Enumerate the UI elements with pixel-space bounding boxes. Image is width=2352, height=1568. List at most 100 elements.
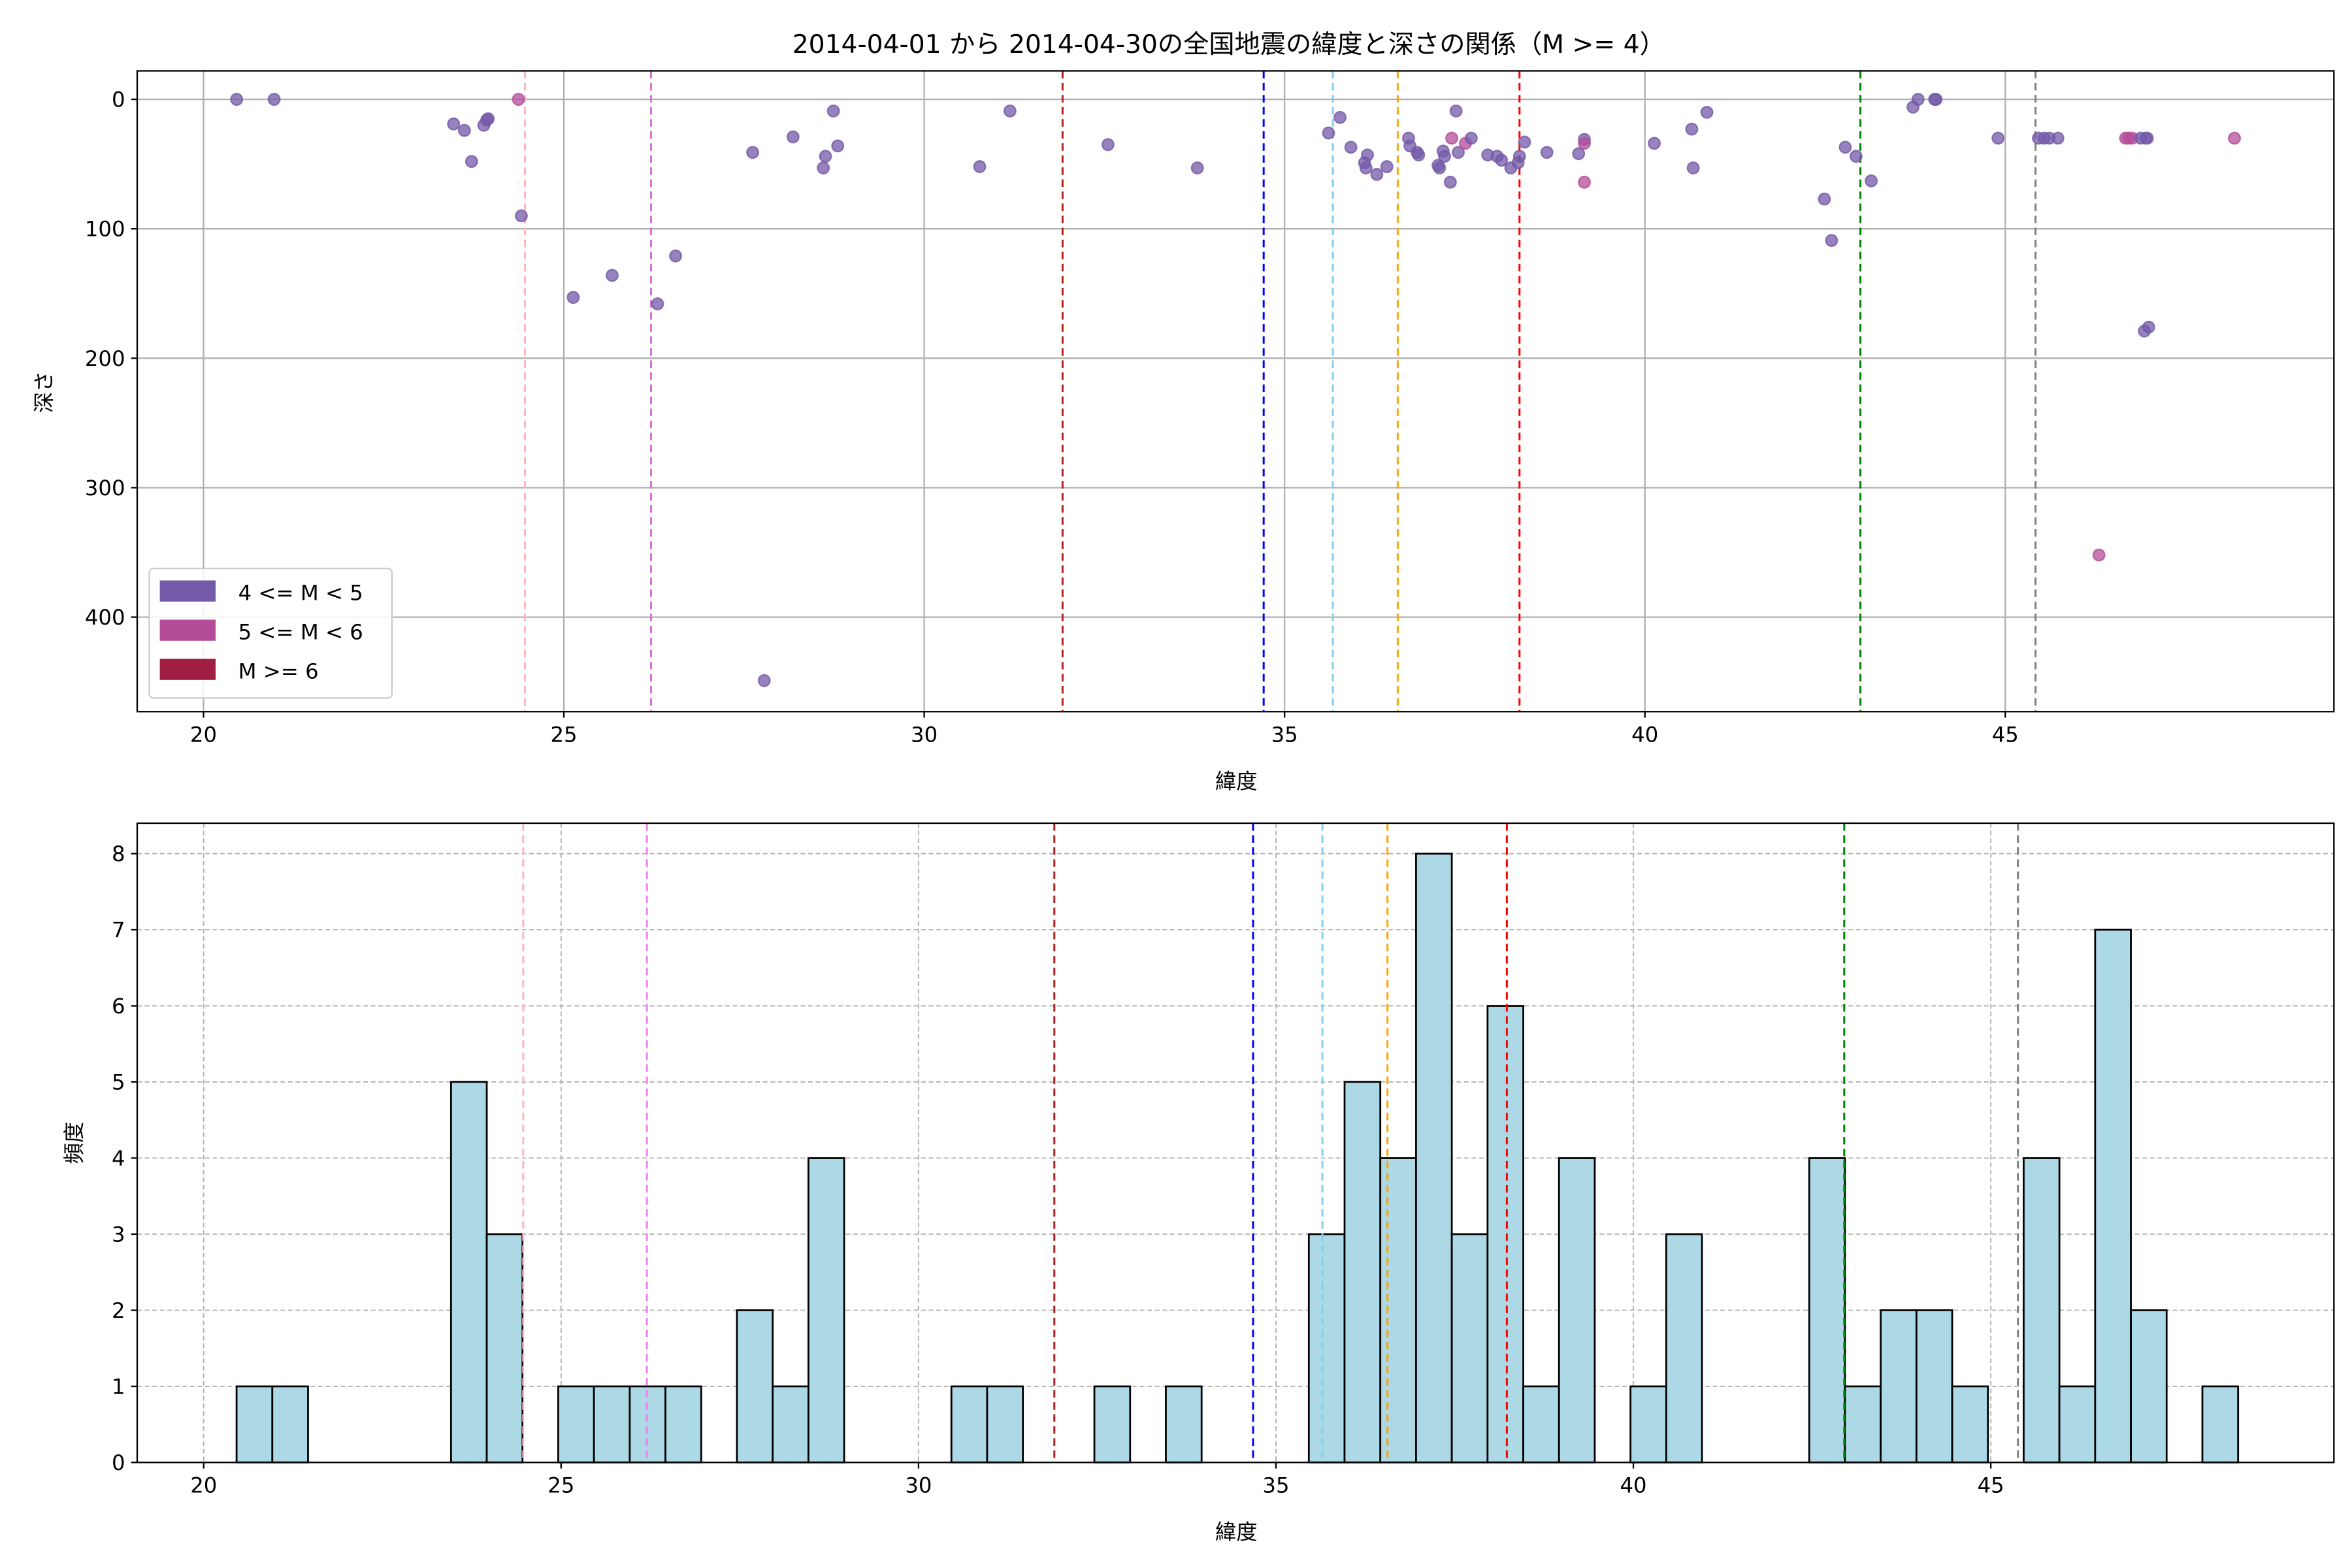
y-tick-label: 0 (112, 88, 125, 112)
data-point (1825, 234, 1838, 247)
data-point (1443, 175, 1457, 189)
data-point (230, 93, 244, 106)
legend-label: 5 <= M < 6 (238, 619, 363, 644)
y-tick-label: 400 (85, 605, 125, 630)
x-tick-label: 40 (1620, 1473, 1646, 1498)
histogram-bar (1450, 1233, 1489, 1463)
histogram-bar (1486, 1005, 1524, 1463)
histogram-ylabel: 頻度 (62, 1122, 87, 1164)
x-tick-label: 40 (1631, 722, 1658, 747)
legend-swatch (159, 619, 216, 641)
data-point (746, 146, 759, 159)
x-tick-label: 35 (1271, 722, 1298, 747)
data-point (1370, 168, 1384, 181)
histogram-bar (2058, 1385, 2097, 1463)
data-point (1452, 146, 1465, 159)
scatter-xlabel: 緯度 (1215, 769, 1258, 794)
data-point (482, 112, 495, 125)
axes-frame (136, 822, 2335, 1463)
histogram-bar (557, 1385, 595, 1463)
y-tick-label: 3 (112, 1222, 125, 1247)
data-point (1333, 110, 1347, 124)
histogram-bar (1522, 1385, 1560, 1463)
y-tick-label: 5 (112, 1070, 125, 1095)
data-point (1495, 154, 1509, 167)
data-point (1464, 131, 1478, 145)
histogram-bar (1665, 1233, 1703, 1463)
data-point (651, 297, 664, 311)
histogram-xlabel: 緯度 (1215, 1520, 1258, 1544)
data-point (1003, 104, 1017, 118)
data-point (819, 150, 832, 163)
legend-label: M >= 6 (238, 659, 319, 683)
data-point (1911, 93, 1925, 106)
data-point (447, 117, 461, 131)
scatter-ylabel: 深さ (31, 371, 56, 414)
histogram-bar (1379, 1157, 1417, 1463)
histogram-bar (950, 1385, 988, 1463)
histogram-bar (1307, 1233, 1346, 1463)
data-point (457, 123, 471, 137)
data-point (1578, 175, 1591, 189)
data-point (2092, 548, 2106, 562)
histogram-bar (2023, 1157, 2061, 1463)
histogram-bar (1093, 1385, 1132, 1463)
data-point (1322, 126, 1335, 140)
histogram-bar (2094, 928, 2132, 1463)
data-point (1540, 146, 1554, 159)
legend-label: 4 <= M < 5 (238, 580, 363, 605)
histogram-bar (271, 1385, 309, 1463)
histogram-bar (2130, 1309, 2168, 1463)
histogram-bar (1165, 1385, 1203, 1463)
histogram-bar (1808, 1157, 1846, 1463)
data-point (1700, 105, 1714, 119)
histogram-bar (772, 1385, 809, 1463)
data-point (1991, 131, 2005, 145)
data-point (669, 249, 682, 263)
data-point (1361, 148, 1374, 162)
y-tick-label: 100 (85, 217, 125, 242)
data-point (1380, 160, 1394, 174)
histogram-bar (2201, 1385, 2240, 1463)
y-tick-label: 300 (85, 476, 125, 500)
data-point (831, 139, 845, 153)
data-point (1359, 161, 1373, 174)
data-point (786, 130, 800, 144)
legend-swatch (159, 580, 216, 602)
data-point (1648, 137, 1661, 150)
y-tick-label: 8 (112, 841, 125, 866)
data-point (757, 674, 771, 687)
data-point (1449, 104, 1463, 118)
histogram-bar (1951, 1385, 1989, 1463)
data-point (826, 104, 840, 118)
data-point (1518, 135, 1531, 149)
histogram-bar (235, 1385, 274, 1463)
x-tick-label: 35 (1262, 1473, 1289, 1498)
data-point (1572, 147, 1586, 161)
data-point (1412, 148, 1426, 162)
legend-swatch (159, 659, 216, 680)
data-point (1190, 161, 1204, 174)
histogram-bar (593, 1385, 631, 1463)
data-point (1101, 138, 1115, 152)
y-tick-label: 0 (112, 1450, 125, 1475)
data-point (973, 160, 987, 174)
data-point (1850, 150, 1863, 163)
data-point (1685, 122, 1699, 136)
data-point (566, 291, 580, 304)
data-point (1686, 161, 1700, 174)
data-point (1578, 137, 1591, 150)
data-point (1818, 192, 1831, 206)
scatter-axes: 20 25 30 35 40 45 0 100 200 300 400 4 <= M < 5 5 <= … (85, 70, 2335, 747)
y-tick-label: 6 (112, 994, 125, 1019)
data-point (1838, 140, 1852, 154)
data-point (2142, 320, 2155, 334)
data-point (512, 93, 525, 106)
data-point (1929, 93, 1943, 106)
histogram-bar (1558, 1157, 1596, 1463)
histogram-bar (485, 1233, 524, 1463)
histogram-bar (1343, 1081, 1382, 1463)
x-tick-label: 20 (190, 722, 217, 747)
